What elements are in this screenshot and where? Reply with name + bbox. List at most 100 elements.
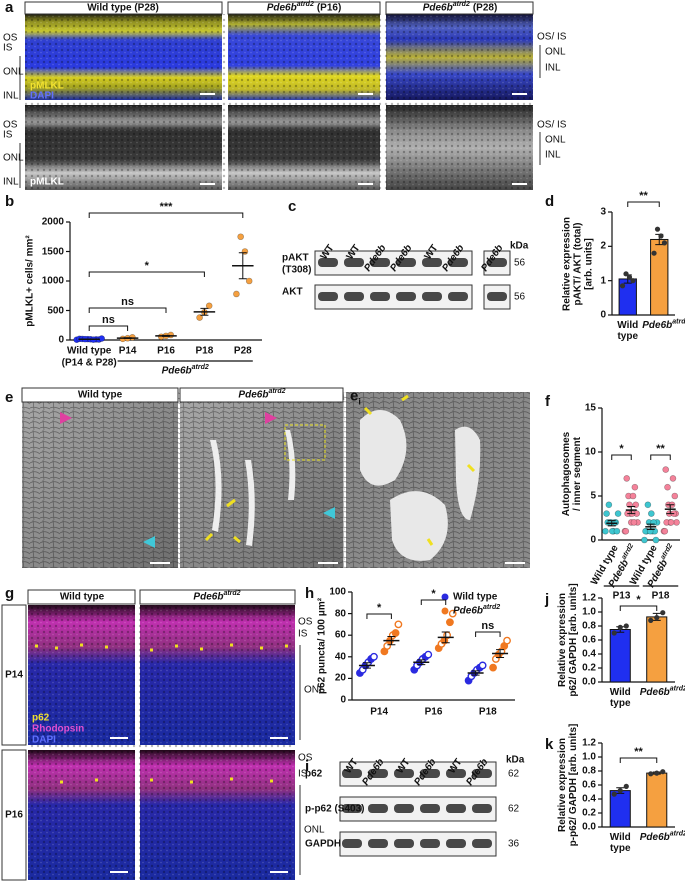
data-point — [630, 519, 638, 526]
significance-bracket — [366, 613, 392, 619]
size-label: 56 — [514, 291, 526, 303]
data-point — [611, 630, 617, 636]
arrows — [204, 394, 476, 546]
data-point — [671, 492, 679, 500]
layer-label: OS — [298, 616, 313, 628]
data-point — [664, 483, 671, 491]
blot-strip — [339, 831, 497, 857]
blot-band — [422, 258, 442, 267]
y-axis-label: pMLKL+ cells/ mm² — [24, 235, 36, 327]
y-axis-label: Relative expression pAKT/ AKT (total) [arb… — [562, 217, 595, 311]
blot-strip — [339, 796, 497, 822]
layer-label: INL — [545, 149, 561, 161]
data-point — [424, 650, 433, 659]
y-tick-label: 0.2 — [582, 807, 596, 819]
data-point — [391, 629, 400, 637]
blot-band — [342, 804, 362, 813]
significance-label: * — [619, 442, 624, 455]
blot-band — [368, 804, 388, 813]
row-label: p62 — [305, 768, 323, 780]
y-axis-label: Relative expression p-p62/ GAPDH [arb. un… — [557, 724, 579, 847]
layer-label: OS/ IS — [537, 31, 567, 43]
data-point — [662, 466, 670, 473]
y-tick-label: 0.0 — [582, 821, 596, 833]
data-point — [196, 314, 203, 321]
name-sup: atrd2 — [672, 318, 685, 326]
row-box — [1, 749, 27, 881]
gene-name: Pde6b — [238, 389, 269, 401]
data-point — [654, 770, 660, 776]
blot-band — [318, 292, 338, 301]
allele: atrd2 — [268, 388, 286, 396]
y-tick-label: 1000 — [41, 275, 64, 287]
significance-bracket — [619, 757, 658, 763]
vacuoles — [360, 410, 481, 561]
blot-band — [446, 839, 466, 848]
allele: atrd2 — [452, 1, 470, 9]
y-tick-label: 100 — [329, 586, 346, 598]
data-point — [648, 617, 654, 624]
name-text: Pde6b — [642, 320, 673, 331]
data-point — [630, 278, 636, 284]
significance-bracket — [611, 454, 632, 460]
micrographs-a — [19, 1, 541, 190]
header-box — [385, 1, 534, 15]
y-axis-label-line: [arb. units] — [583, 237, 595, 290]
data-point — [626, 274, 633, 280]
legend-marker — [441, 607, 449, 615]
panel-letter: h — [305, 584, 315, 602]
y-tick-label: 0 — [58, 334, 64, 346]
column-header: Wild type — [59, 591, 105, 603]
x-tick-label: P16 — [424, 706, 443, 718]
data-point — [394, 620, 403, 629]
layer-label: ONL — [545, 46, 566, 58]
letter-sub: i — [358, 396, 361, 407]
blot-band — [368, 839, 388, 848]
age: (P16) — [316, 2, 342, 14]
header-box — [227, 1, 381, 15]
data-point — [205, 302, 213, 310]
panel-letter: a — [5, 0, 14, 16]
significance-label: ns — [101, 313, 115, 326]
legend-label: Wild type — [453, 592, 497, 603]
y-tick-label: 0.8 — [582, 765, 596, 777]
panel-letter: k — [545, 735, 554, 753]
significance-bracket — [88, 307, 167, 313]
data-point — [661, 240, 668, 246]
allele: atrd2 — [296, 1, 314, 9]
y-tick-label: 20 — [334, 672, 346, 684]
layer-label: INL — [545, 62, 561, 74]
name-text: Pde6b — [161, 365, 192, 377]
layer-label: IS — [298, 768, 308, 780]
name-text: Pde6b — [639, 687, 670, 698]
legend-marker — [441, 593, 449, 601]
x-tick-label: Wild type — [603, 687, 637, 709]
layer-label: OS — [298, 752, 313, 764]
gene-name: Pde6b — [193, 591, 224, 603]
data-point — [669, 475, 677, 482]
header-box — [139, 589, 296, 605]
x-tick-note: (P14 & P28) — [61, 357, 117, 369]
name-text: Wild type — [609, 687, 631, 709]
row-label: P16 — [5, 809, 23, 821]
blot-band — [394, 804, 414, 813]
data-point — [605, 501, 613, 509]
texture — [25, 14, 533, 190]
x-tick-label: Wild type — [67, 345, 112, 357]
blot-band — [394, 769, 414, 778]
significance-label: *** — [159, 200, 173, 213]
bar — [646, 616, 668, 683]
micrographs-g — [1, 589, 301, 881]
stain-label: p62 — [32, 712, 50, 724]
y-tick-label: 1500 — [41, 246, 64, 257]
layer-label: ONL — [3, 66, 24, 78]
data-point — [661, 527, 669, 535]
name-sup: atrd2 — [191, 364, 209, 372]
blot-band — [396, 292, 416, 301]
significance-label: * — [377, 601, 382, 614]
error-bar — [646, 523, 655, 530]
data-point — [233, 290, 240, 298]
layer-label: OS/ IS — [537, 119, 567, 131]
significance-bracket — [475, 631, 501, 637]
y-tick-label: 1.0 — [582, 751, 596, 763]
